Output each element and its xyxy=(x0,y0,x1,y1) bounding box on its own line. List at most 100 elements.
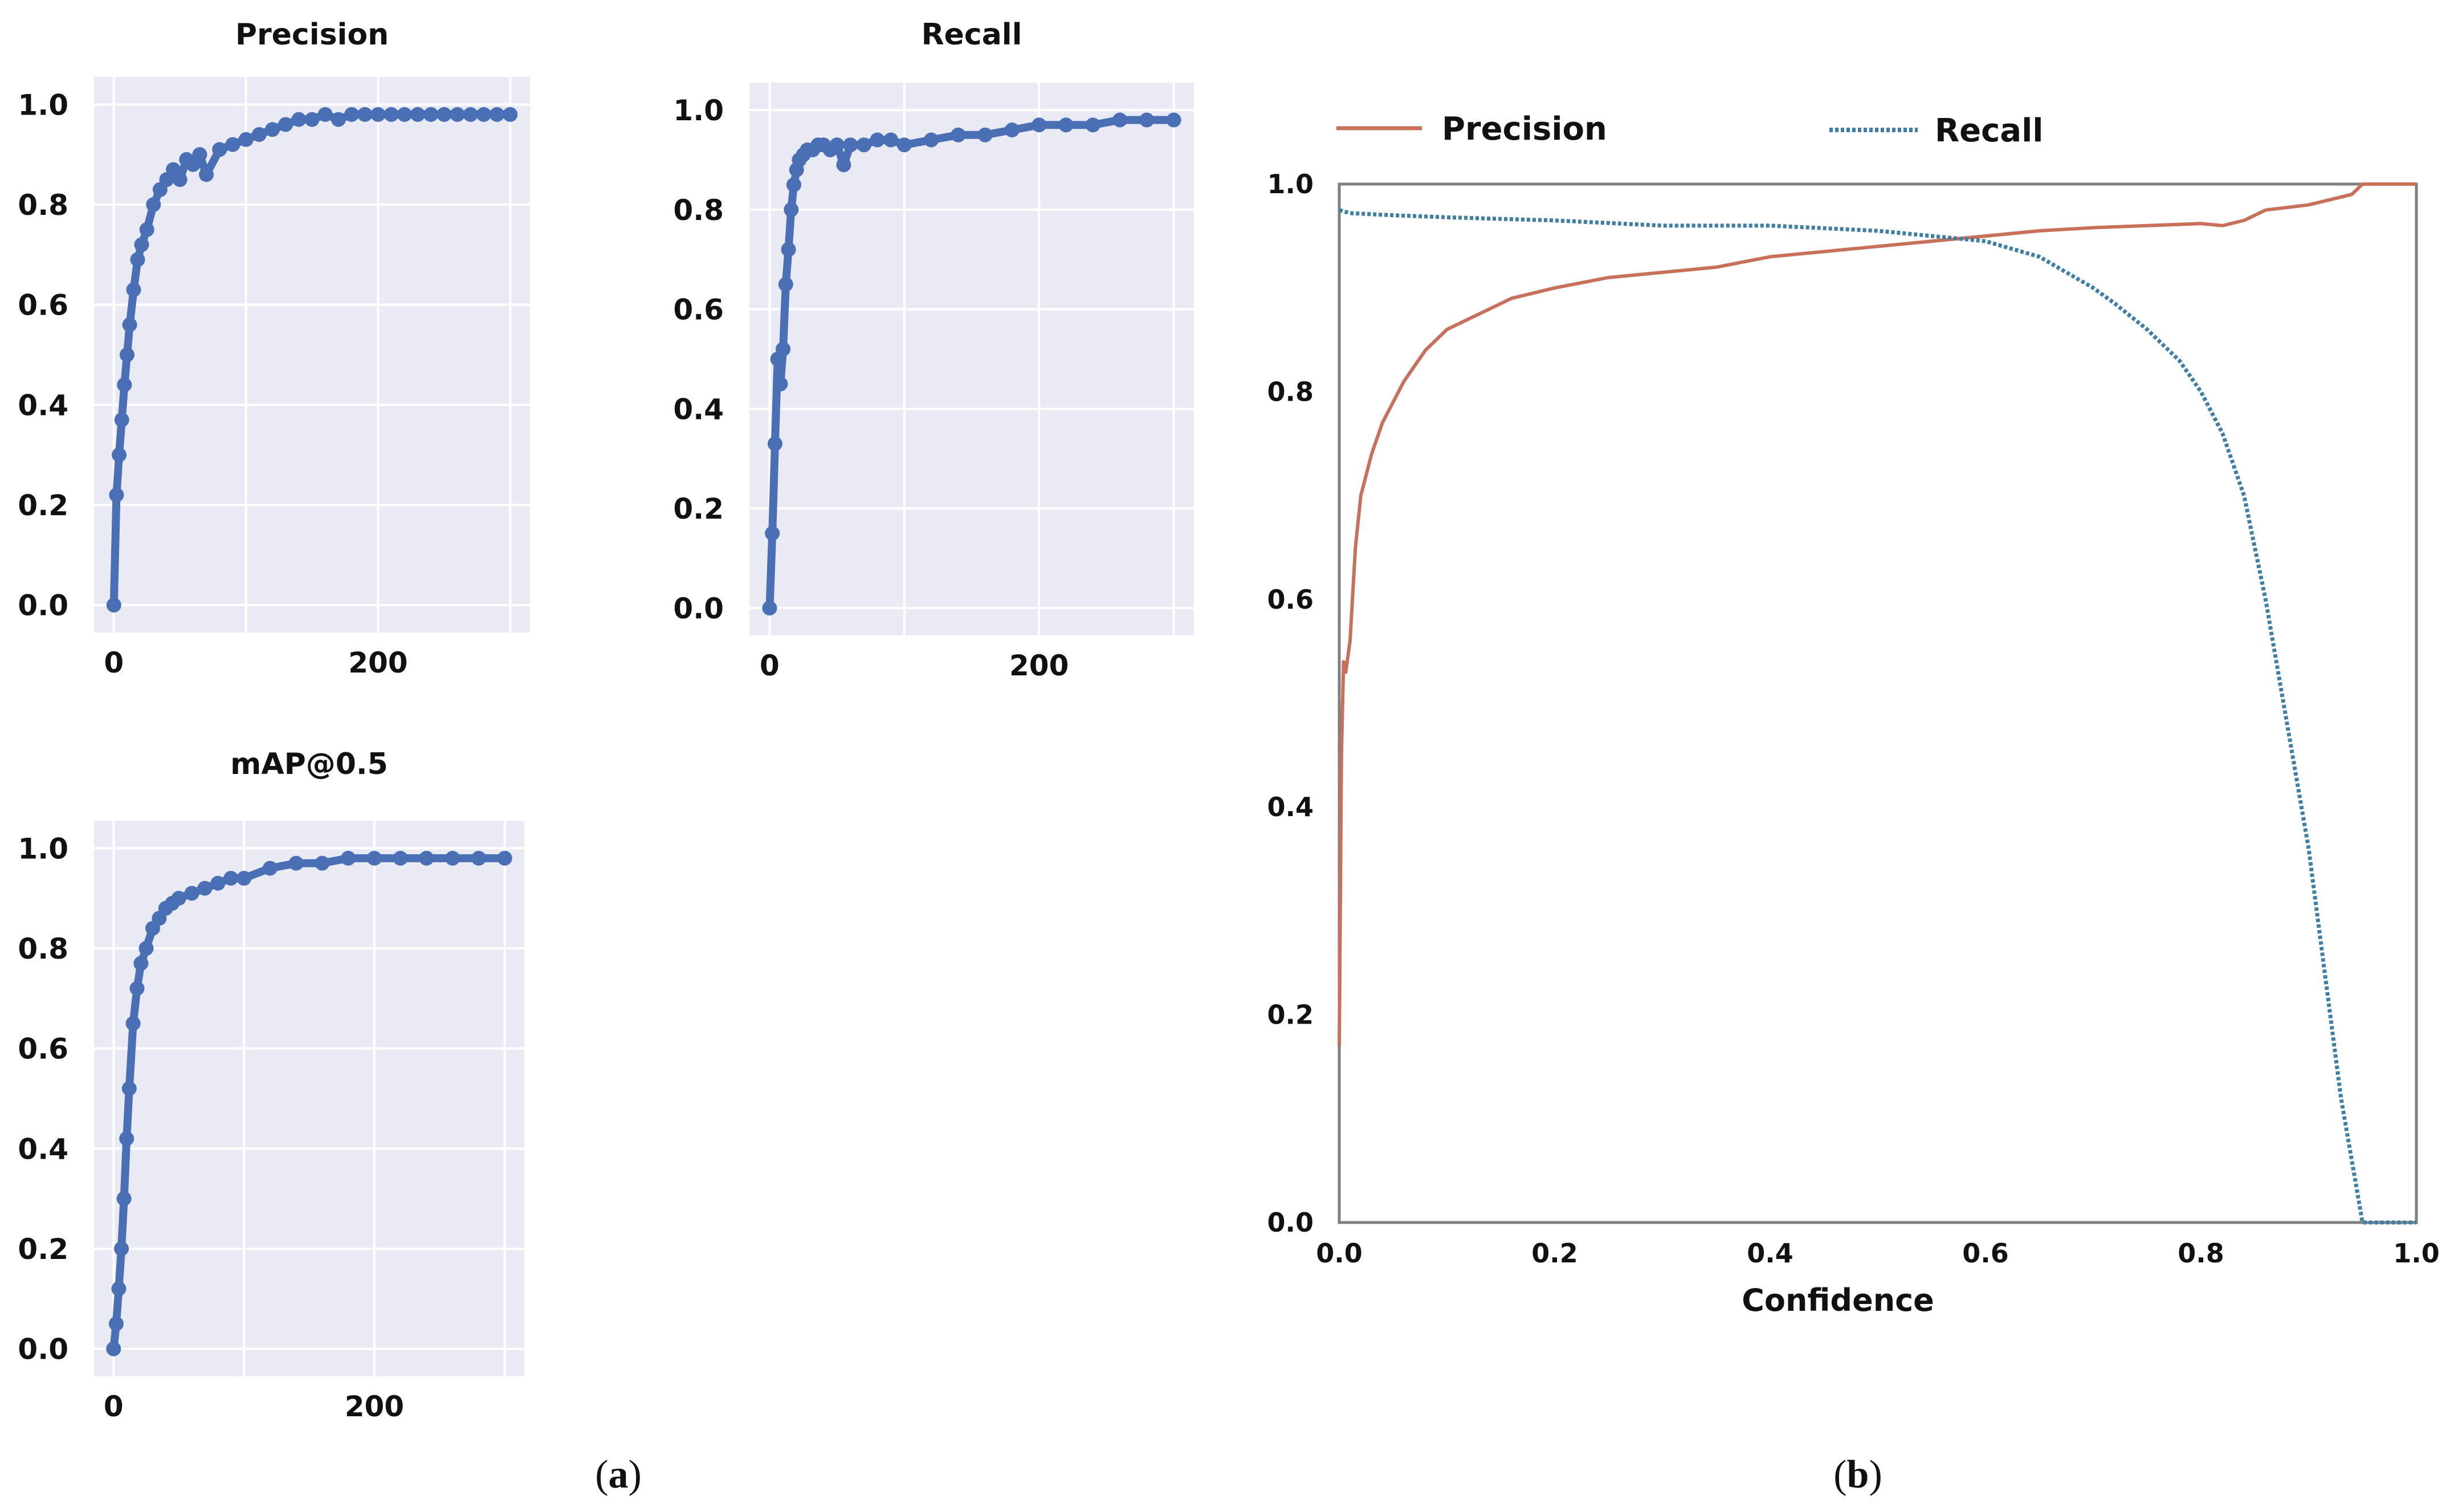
precision-data-point xyxy=(225,137,240,152)
map05-data-point xyxy=(315,855,330,871)
map05-data-point xyxy=(119,1131,134,1146)
recall-data-point xyxy=(762,600,777,616)
recall-y-tick-label: 0.6 xyxy=(673,294,724,327)
precision-data-point xyxy=(139,222,154,237)
precision-data-point xyxy=(106,597,121,613)
recall-data-point xyxy=(924,132,939,148)
precision-x-tick-label: 0 xyxy=(104,646,124,679)
precision-data-point xyxy=(126,282,141,297)
recall-chart: Recall 0.0 0.2 0.4 0.6 0.8 1.0 0 200 xyxy=(673,18,1194,682)
recall-data-point xyxy=(1004,123,1020,138)
recall-data-point xyxy=(1166,112,1181,128)
precision-y-tick-label: 0.6 xyxy=(18,289,68,322)
recall-y-tick-label: 0.8 xyxy=(673,194,724,227)
precision-data-point xyxy=(503,107,518,122)
map05-y-tick-label: 0.6 xyxy=(18,1033,68,1066)
precision-data-point xyxy=(344,107,360,122)
map05-data-point xyxy=(262,861,278,876)
map05-data-point xyxy=(138,940,154,956)
recall-x-tick-label: 0 xyxy=(760,649,780,682)
confidence-x-tick-label: 0.0 xyxy=(1316,1238,1363,1269)
map05-data-point xyxy=(171,891,186,906)
precision-data-point xyxy=(238,132,254,147)
confidence-y-tick-label: 0.8 xyxy=(1267,376,1314,407)
precision-data-point xyxy=(370,107,386,122)
map05-data-point xyxy=(288,855,304,871)
map05-data-point xyxy=(223,871,239,886)
map05-data-point xyxy=(129,981,145,996)
precision-data-point xyxy=(278,117,293,132)
precision-y-tick-label: 0.4 xyxy=(18,389,68,422)
recall-plot-area xyxy=(749,83,1194,635)
recall-data-point xyxy=(786,177,801,193)
confidence-x-axis-title: Confidence xyxy=(1742,1282,1934,1318)
map05-y-tick-label: 0.2 xyxy=(18,1233,68,1266)
recall-y-tick-label: 0.4 xyxy=(673,393,724,426)
map05-data-point xyxy=(114,1241,129,1257)
confidence-y-tick-label: 0.2 xyxy=(1267,1000,1314,1030)
precision-data-point xyxy=(397,107,412,122)
precision-data-point xyxy=(437,107,452,122)
confidence-y-tick-label: 0.0 xyxy=(1267,1207,1314,1238)
precision-data-point xyxy=(212,142,227,157)
panel-b-letter: b xyxy=(1847,1453,1869,1497)
recall-data-point xyxy=(856,137,871,153)
map05-data-point xyxy=(106,1341,121,1356)
recall-data-point xyxy=(951,127,966,142)
recall-data-point xyxy=(776,341,791,357)
precision-data-point xyxy=(172,172,187,188)
map05-data-point xyxy=(111,1281,127,1297)
precision-data-point xyxy=(134,237,149,252)
map05-data-point xyxy=(366,850,382,866)
recall-data-point xyxy=(843,137,858,153)
map05-data-point xyxy=(133,956,149,971)
precision-data-point xyxy=(490,107,505,122)
map05-data-point xyxy=(393,850,408,866)
map05-plot-area xyxy=(94,821,524,1376)
map05-data-point xyxy=(419,850,434,866)
precision-data-point xyxy=(357,107,373,122)
map05-data-point xyxy=(116,1191,132,1207)
precision-data-point xyxy=(146,197,161,212)
recall-data-point xyxy=(1085,117,1100,133)
map05-data-point xyxy=(445,850,460,866)
confidence-x-tick-label: 0.4 xyxy=(1747,1238,1793,1269)
map05-title: mAP@0.5 xyxy=(230,747,388,781)
map05-data-point xyxy=(497,850,512,866)
recall-data-point xyxy=(836,157,851,173)
precision-data-point xyxy=(117,377,132,393)
map05-y-tick-label: 0.0 xyxy=(18,1333,68,1366)
precision-data-point xyxy=(109,487,124,503)
recall-x-tick-label: 200 xyxy=(1009,649,1069,682)
precision-data-point xyxy=(192,147,207,162)
precision-data-point xyxy=(251,127,267,142)
precision-y-tick-label: 0.0 xyxy=(18,589,68,622)
confidence-y-tick-label: 0.4 xyxy=(1267,792,1314,822)
recall-data-point xyxy=(870,132,885,148)
precision-data-point xyxy=(450,107,465,122)
confidence-y-tick-label: 1.0 xyxy=(1267,169,1314,199)
confidence-x-tick-label: 0.8 xyxy=(2178,1238,2224,1269)
precision-data-point xyxy=(112,447,127,463)
panel-a-letter: a xyxy=(609,1453,629,1497)
recall-data-point xyxy=(1112,112,1127,128)
recall-data-point xyxy=(778,276,793,292)
confidence-x-tick-label: 1.0 xyxy=(2393,1238,2440,1269)
precision-data-point xyxy=(199,167,214,182)
confidence-precision-line xyxy=(1338,182,2416,1046)
map05-x-tick-label: 0 xyxy=(104,1390,124,1423)
recall-data-point xyxy=(1139,112,1155,128)
precision-data-point xyxy=(122,317,137,332)
confidence-x-tick-label: 0.6 xyxy=(1962,1238,2009,1269)
recall-data-point xyxy=(767,436,782,451)
map05-y-tick-label: 1.0 xyxy=(18,832,68,865)
precision-data-point xyxy=(119,347,134,362)
map05-x-tick-label: 200 xyxy=(345,1390,404,1423)
confidence-x-tick-label: 0.2 xyxy=(1531,1238,1578,1269)
precision-plot-area xyxy=(94,77,530,633)
recall-title: Recall xyxy=(922,18,1022,52)
map05-data-point xyxy=(121,1081,137,1096)
map05-data-point xyxy=(197,881,213,896)
recall-data-point xyxy=(896,137,912,153)
